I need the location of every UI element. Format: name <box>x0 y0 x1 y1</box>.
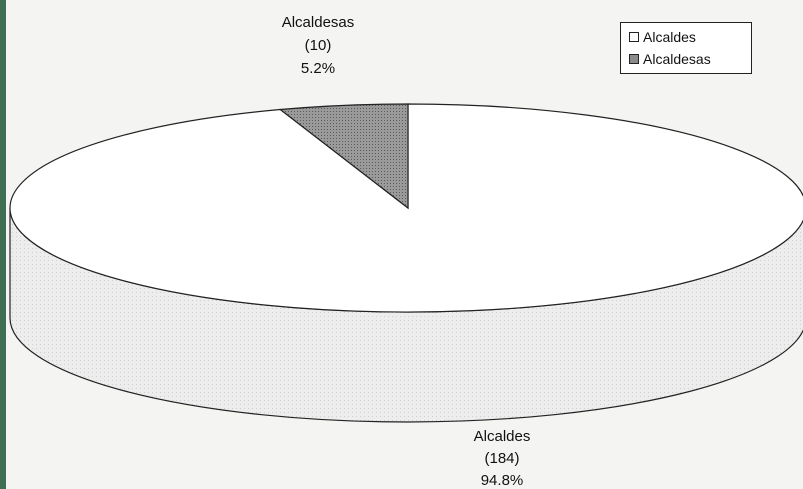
pie-slice-alcaldesas <box>278 103 409 210</box>
legend-label: Alcaldesas <box>643 51 711 67</box>
pie-group <box>9 103 803 423</box>
slice-label-count: (184) <box>484 450 519 467</box>
slice-label-percent: 94.8% <box>481 472 524 489</box>
page-edge <box>0 0 6 489</box>
legend-item: Alcaldesas <box>629 48 751 70</box>
slice-label-percent: 5.2% <box>301 60 335 77</box>
slice-label-name: Alcaldesas <box>282 14 355 31</box>
slice-label-name: Alcaldes <box>474 428 531 445</box>
legend-swatch <box>629 32 639 42</box>
pie-slice-alcaldes <box>9 103 803 313</box>
legend-item: Alcaldes <box>629 26 751 48</box>
legend-label: Alcaldes <box>643 29 696 45</box>
slice-label-count: (10) <box>305 37 332 54</box>
legend-swatch <box>629 54 639 64</box>
legend: Alcaldes Alcaldesas <box>620 22 752 74</box>
